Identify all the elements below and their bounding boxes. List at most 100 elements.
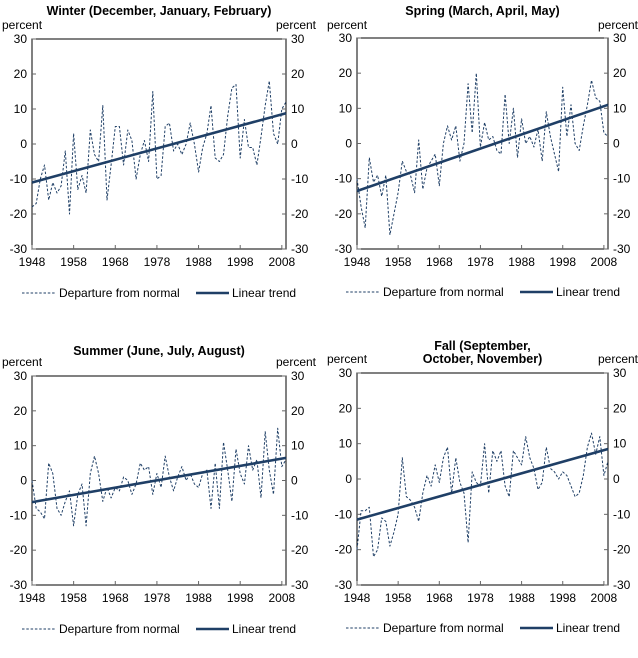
series-departure-line <box>31 427 287 527</box>
y-tick-label-left: -20 <box>10 207 28 221</box>
chart-title: Fall (September, <box>434 339 531 353</box>
x-tick-label: 1998 <box>549 591 576 605</box>
y-tick-label-left: 10 <box>339 437 353 451</box>
legend-label-trend: Linear trend <box>556 621 620 635</box>
chart-panel-3: Summer (June, July, August) percent percen… <box>2 344 317 636</box>
y-tick-label-left: -20 <box>10 543 28 557</box>
y-tick-label-left: 10 <box>14 102 28 116</box>
y-tick-label-left: 30 <box>14 32 28 46</box>
y-tick-label-left: -30 <box>335 578 353 592</box>
x-tick-label: 1948 <box>344 591 371 605</box>
y-tick-label-left: 30 <box>14 369 28 383</box>
x-tick-label: 1978 <box>144 255 171 269</box>
legend-label-trend: Linear trend <box>232 286 296 300</box>
x-tick-label: 2008 <box>591 591 618 605</box>
y-tick-label-left: 30 <box>339 366 353 380</box>
y-tick-label-right: -30 <box>291 242 309 256</box>
y-tick-label-right: 30 <box>613 31 627 45</box>
y-tick-label-left: -20 <box>335 207 353 221</box>
y-tick-label-left: 30 <box>339 31 353 45</box>
y-tick-label-right: 0 <box>613 137 620 151</box>
x-tick-label: 1968 <box>102 255 129 269</box>
y-tick-label-right: 30 <box>291 32 305 46</box>
x-tick-label: 1988 <box>185 255 212 269</box>
y-tick-label-left: 0 <box>20 474 27 488</box>
x-tick-label: 1958 <box>60 255 87 269</box>
y-tick-label-left: -30 <box>10 242 28 256</box>
y-axis-label-left: percent <box>327 352 368 366</box>
series-departure-line <box>356 432 609 558</box>
y-tick-label-left: 20 <box>14 67 28 81</box>
y-tick-label-left: 0 <box>20 137 27 151</box>
y-tick-label-right: 30 <box>291 369 305 383</box>
x-tick-label: 1978 <box>144 591 171 605</box>
chart-panel-2: Spring (March, April, May) percent percent… <box>327 4 638 299</box>
legend-label-departure: Departure from normal <box>59 286 180 300</box>
legend-label-departure: Departure from normal <box>383 285 504 299</box>
y-tick-label-right: 10 <box>613 101 627 115</box>
y-tick-label-right: -30 <box>613 242 631 256</box>
y-axis-label-right: percent <box>598 352 638 366</box>
x-tick-label: 1948 <box>344 255 371 269</box>
x-tick-label: 1998 <box>549 255 576 269</box>
series-trend-line <box>31 456 287 504</box>
x-tick-label: 1968 <box>426 255 453 269</box>
y-tick-label-right: 20 <box>613 66 627 80</box>
plot-frame <box>356 37 609 250</box>
y-tick-label-right: 30 <box>613 366 627 380</box>
x-tick-label: 1958 <box>60 591 87 605</box>
x-tick-label: 1958 <box>385 591 412 605</box>
series-trend-line <box>356 103 609 193</box>
x-tick-label: 1978 <box>467 255 494 269</box>
x-tick-label: 1948 <box>19 255 46 269</box>
y-tick-label-right: 20 <box>291 404 305 418</box>
chart-panel-4: Fall (September,October, November) percen… <box>327 339 638 635</box>
series-trend-line <box>31 111 287 184</box>
y-tick-label-left: 10 <box>339 101 353 115</box>
y-axis-label-right: percent <box>276 18 317 32</box>
series-departure-line <box>356 72 609 236</box>
chart-title: Summer (June, July, August) <box>73 344 245 358</box>
x-tick-label: 1978 <box>467 591 494 605</box>
y-tick-label-left: -20 <box>335 543 353 557</box>
y-tick-label-left: 20 <box>339 66 353 80</box>
y-tick-label-right: -10 <box>291 508 309 522</box>
x-tick-label: 1998 <box>227 255 254 269</box>
y-tick-label-left: -10 <box>335 507 353 521</box>
chart-panel-1: Winter (December, January, February) perc… <box>2 4 317 300</box>
y-tick-label-right: -30 <box>613 578 631 592</box>
y-axis-label-left: percent <box>2 355 43 369</box>
y-tick-label-right: 0 <box>291 474 298 488</box>
y-tick-label-right: 10 <box>291 439 305 453</box>
y-axis-label-left: percent <box>327 18 368 32</box>
x-tick-label: 2008 <box>591 255 618 269</box>
y-tick-label-right: 20 <box>291 67 305 81</box>
series-trend-line <box>356 447 609 521</box>
y-tick-label-left: 20 <box>14 404 28 418</box>
y-tick-label-left: -10 <box>10 172 28 186</box>
plot-frame <box>356 372 609 586</box>
y-tick-label-left: 20 <box>339 401 353 415</box>
chart-title: Winter (December, January, February) <box>47 4 272 18</box>
y-tick-label-right: 0 <box>613 472 620 486</box>
y-axis-label-right: percent <box>276 355 317 369</box>
y-tick-label-left: 0 <box>345 137 352 151</box>
chart-title: October, November) <box>423 352 542 366</box>
y-tick-label-left: -30 <box>335 242 353 256</box>
y-tick-label-left: 10 <box>14 439 28 453</box>
y-tick-label-left: -10 <box>10 508 28 522</box>
y-tick-label-right: -20 <box>613 207 631 221</box>
legend-label-trend: Linear trend <box>232 622 296 636</box>
legend-label-departure: Departure from normal <box>383 621 504 635</box>
x-tick-label: 1948 <box>19 591 46 605</box>
y-tick-label-right: -30 <box>291 578 309 592</box>
chart-title: Spring (March, April, May) <box>405 4 559 18</box>
y-tick-label-right: -20 <box>613 543 631 557</box>
x-tick-label: 1988 <box>185 591 212 605</box>
y-tick-label-left: 0 <box>345 472 352 486</box>
y-tick-label-right: -10 <box>291 172 309 186</box>
x-tick-label: 1968 <box>426 591 453 605</box>
y-tick-label-right: 10 <box>613 437 627 451</box>
x-tick-label: 2008 <box>268 591 295 605</box>
